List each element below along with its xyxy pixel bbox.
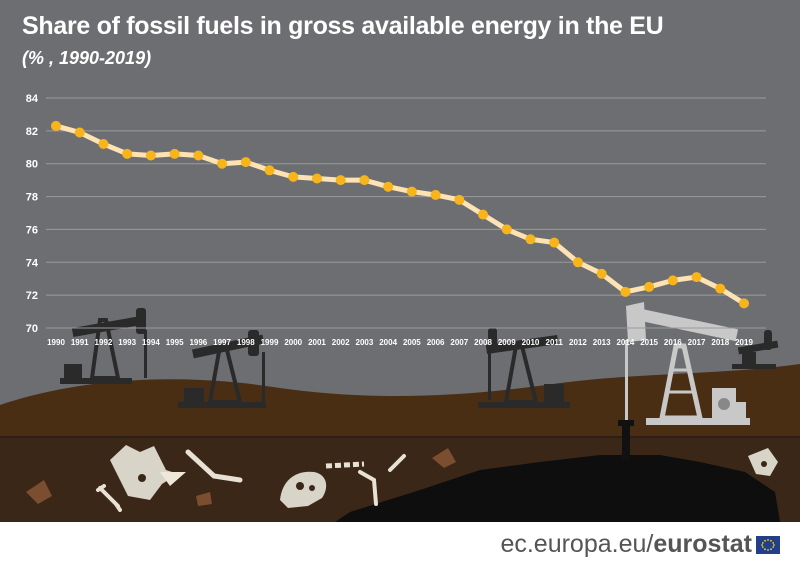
- data-point: [193, 150, 204, 161]
- data-point: [74, 127, 85, 138]
- chart-title: Share of fossil fuels in gross available…: [22, 12, 664, 40]
- chart-subtitle: (% , 1990-2019): [22, 48, 152, 68]
- x-axis: 1990 1991 1992 1993 1994 1995 1996 1997 1998 1999…: [47, 338, 753, 347]
- data-point: [122, 148, 133, 159]
- x-tick-label: 1999: [261, 338, 279, 347]
- grid: [46, 97, 766, 329]
- pipe-cap: [618, 420, 634, 426]
- x-tick-label: 1996: [189, 338, 207, 347]
- x-tick-label: 2010: [522, 338, 540, 347]
- x-tick-label: 2009: [498, 338, 516, 347]
- x-tick-label: 2001: [308, 338, 326, 347]
- x-tick-label: 2000: [284, 338, 302, 347]
- x-tick-label: 2007: [450, 338, 468, 347]
- footer-strip: [0, 522, 800, 568]
- ground-surface: [0, 364, 800, 440]
- data-point: [359, 175, 370, 186]
- data-point: [406, 186, 417, 197]
- x-tick-label: 2015: [640, 338, 658, 347]
- data-point: [739, 298, 749, 309]
- data-point: [691, 272, 702, 283]
- rock: [432, 448, 456, 468]
- x-tick-label: 2016: [664, 338, 682, 347]
- data-point: [478, 209, 489, 220]
- x-tick-label: 1995: [166, 338, 184, 347]
- oil-reservoir: [335, 455, 780, 522]
- data-point: [430, 189, 441, 200]
- y-tick-label: 76: [26, 224, 38, 236]
- y-axis: 70 72 74 76 78 80 82 84: [26, 93, 39, 335]
- data-point: [525, 234, 536, 245]
- data-point: [264, 165, 275, 176]
- y-tick-label: 82: [26, 126, 38, 138]
- data-point: [98, 139, 109, 149]
- data-point: [145, 150, 156, 161]
- series: [51, 120, 749, 309]
- x-tick-label: 1993: [118, 338, 136, 347]
- x-tick-label: 2003: [356, 338, 374, 347]
- dinosaur-fossil-icon: [748, 448, 778, 476]
- oil-pump-icon: [178, 330, 266, 408]
- data-point: [240, 157, 251, 168]
- x-tick-label: 2013: [593, 338, 611, 347]
- y-tick-label: 74: [26, 257, 39, 269]
- data-point: [572, 257, 583, 268]
- x-tick-label: 2005: [403, 338, 421, 347]
- data-point: [383, 181, 394, 192]
- data-point: [335, 175, 346, 186]
- x-tick-label: 2006: [427, 338, 445, 347]
- footer-site: ec.europa.eu/: [500, 530, 654, 558]
- x-tick-label: 1994: [142, 338, 160, 347]
- x-tick-label: 2014: [616, 338, 634, 347]
- data-point: [644, 281, 655, 292]
- y-tick-label: 78: [26, 192, 38, 204]
- data-point: [667, 275, 678, 286]
- data-point: [169, 148, 180, 159]
- data-point: [288, 171, 299, 182]
- x-tick-label: 1990: [47, 338, 65, 347]
- data-point: [51, 120, 61, 131]
- oil-pump-icon: [478, 328, 570, 408]
- eu-flag-icon: [756, 536, 780, 554]
- source-footer: ec.europa.eu/eurostat: [500, 530, 752, 559]
- data-point: [596, 268, 607, 279]
- y-tick-label: 70: [26, 323, 38, 335]
- x-tick-label: 1998: [237, 338, 255, 347]
- x-tick-label: 2018: [711, 338, 729, 347]
- data-point: [715, 283, 726, 294]
- oil-pump-icon: [625, 302, 750, 425]
- footer-brand: eurostat: [653, 530, 752, 558]
- y-tick-label: 80: [26, 159, 38, 171]
- x-tick-label: 1992: [95, 338, 113, 347]
- oil-pump-icon: [732, 330, 779, 369]
- y-tick-label: 72: [26, 290, 38, 302]
- x-tick-label: 1997: [213, 338, 231, 347]
- data-point: [501, 224, 512, 235]
- x-tick-label: 2012: [569, 338, 587, 347]
- y-tick-label: 84: [26, 93, 39, 105]
- x-tick-label: 2004: [379, 338, 397, 347]
- rock: [196, 492, 212, 506]
- x-tick-label: 2011: [546, 338, 564, 347]
- data-point: [454, 194, 465, 205]
- data-point: [549, 237, 560, 248]
- rock: [26, 480, 52, 504]
- x-tick-label: 2019: [735, 338, 753, 347]
- x-tick-label: 1991: [71, 338, 89, 347]
- x-tick-label: 2002: [332, 338, 350, 347]
- data-point: [217, 158, 228, 169]
- pipe: [622, 424, 630, 460]
- data-point: [620, 286, 631, 297]
- data-point: [311, 173, 322, 184]
- x-tick-label: 2017: [688, 338, 706, 347]
- x-tick-label: 2008: [474, 338, 492, 347]
- dinosaur-fossil-icon: [96, 445, 243, 512]
- dinosaur-fossil-icon: [280, 454, 406, 508]
